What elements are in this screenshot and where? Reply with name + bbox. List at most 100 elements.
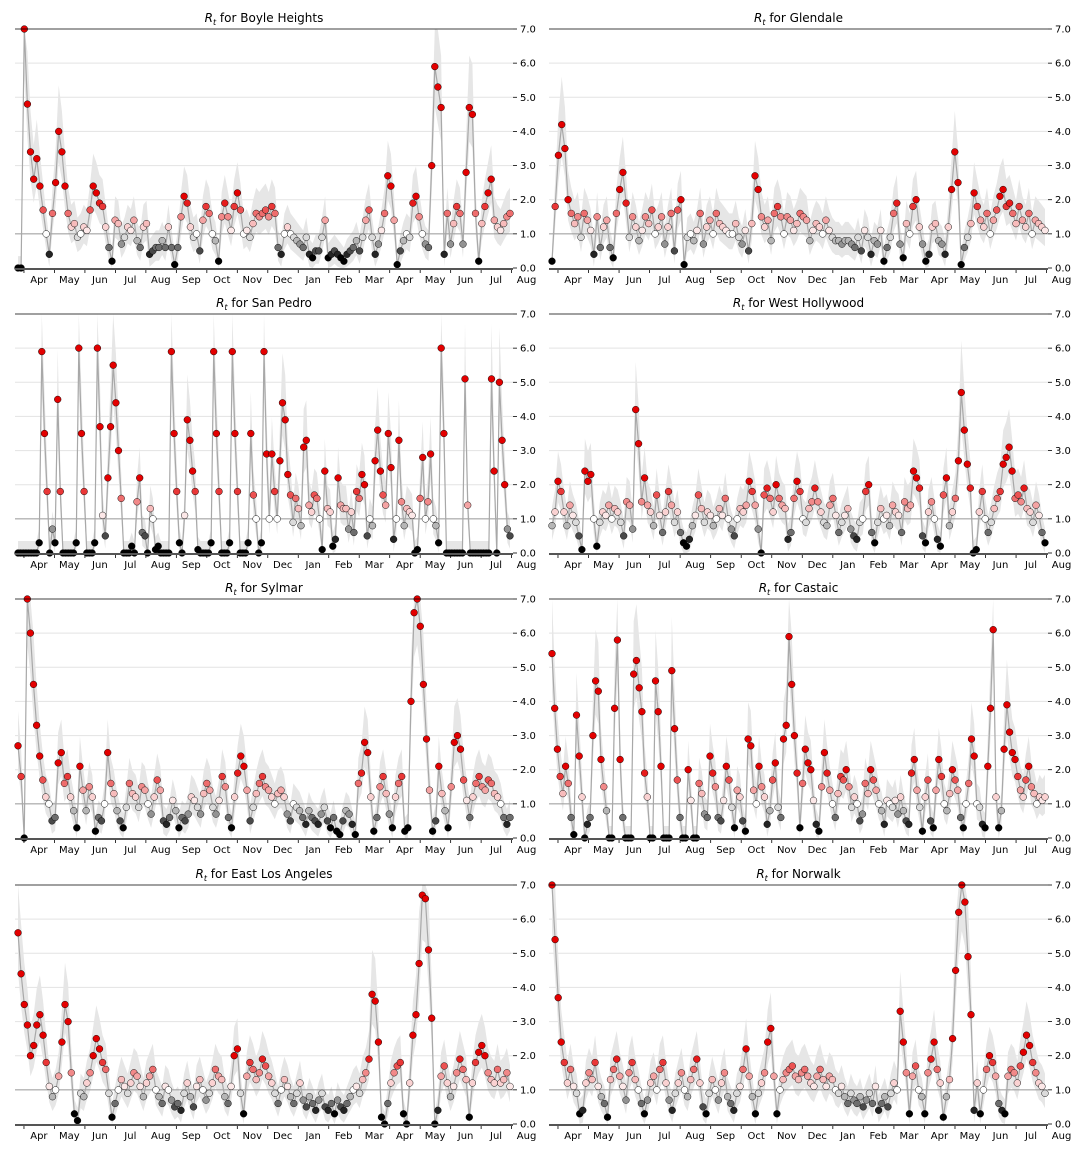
title-symbol: R xyxy=(756,867,764,881)
data-point xyxy=(864,789,872,798)
data-point xyxy=(782,721,790,729)
title-subscript: t xyxy=(762,18,766,27)
data-point xyxy=(641,213,650,221)
data-point xyxy=(205,1089,213,1097)
x-tick-label: May xyxy=(960,275,981,286)
data-point xyxy=(899,1038,907,1046)
data-point xyxy=(172,807,180,815)
data-point xyxy=(503,820,511,828)
x-tick-label: Apr xyxy=(564,845,582,856)
y-tick-label: 5.0 xyxy=(1055,378,1071,389)
data-point xyxy=(1015,202,1023,211)
data-point xyxy=(45,250,53,258)
data-point xyxy=(788,680,796,689)
data-point xyxy=(558,120,566,129)
data-point xyxy=(377,226,386,235)
data-point xyxy=(380,209,389,218)
data-point xyxy=(984,762,992,770)
data-point xyxy=(396,247,404,255)
data-point xyxy=(989,216,998,224)
data-point xyxy=(927,1055,935,1063)
data-point xyxy=(775,494,783,503)
data-point xyxy=(939,1113,947,1121)
data-point xyxy=(227,824,236,832)
data-point xyxy=(625,233,633,241)
data-point xyxy=(210,347,218,356)
data-point xyxy=(754,1089,763,1097)
data-point xyxy=(790,731,799,740)
data-point xyxy=(76,762,84,770)
data-point xyxy=(823,522,831,530)
data-point xyxy=(574,213,582,221)
data-point xyxy=(690,237,698,245)
data-point xyxy=(1018,216,1027,224)
data-point xyxy=(730,532,738,540)
data-point xyxy=(946,789,954,798)
data-point xyxy=(867,766,875,774)
data-point xyxy=(428,1014,436,1022)
data-point xyxy=(453,731,462,740)
data-point xyxy=(676,528,685,537)
data-point xyxy=(766,807,774,815)
data-point xyxy=(26,1052,35,1060)
data-point xyxy=(120,1082,129,1091)
data-point xyxy=(468,110,477,119)
data-point xyxy=(124,1089,132,1097)
data-point xyxy=(947,185,956,194)
data-point xyxy=(280,230,289,238)
data-point xyxy=(906,501,915,509)
y-tick-label: 4.0 xyxy=(520,127,536,138)
data-point xyxy=(73,824,81,832)
data-point xyxy=(237,752,245,760)
data-point xyxy=(896,793,905,801)
x-tick-label: May xyxy=(59,845,80,856)
data-point xyxy=(211,1065,220,1074)
data-point xyxy=(390,1069,398,1077)
data-point xyxy=(290,1099,298,1108)
x-tick-label: Sep xyxy=(182,560,201,571)
data-point xyxy=(384,429,392,438)
data-point xyxy=(170,429,178,438)
data-point xyxy=(964,953,972,961)
data-point xyxy=(1002,453,1010,462)
data-point xyxy=(314,820,322,828)
data-point xyxy=(640,1110,649,1118)
data-point xyxy=(963,460,971,468)
title-text: for Sylmar xyxy=(237,581,303,595)
data-point xyxy=(781,504,789,513)
data-point xyxy=(376,783,384,791)
data-point xyxy=(101,532,109,540)
data-point xyxy=(181,817,189,825)
data-point xyxy=(553,745,562,753)
data-point xyxy=(717,817,725,825)
data-point xyxy=(95,1045,104,1053)
data-point xyxy=(96,423,104,431)
data-point xyxy=(274,1099,282,1108)
data-point xyxy=(352,237,361,245)
data-point xyxy=(834,1089,843,1097)
data-point xyxy=(736,793,744,801)
data-point xyxy=(481,1052,489,1060)
data-point xyxy=(184,810,192,818)
data-point xyxy=(174,1099,182,1108)
data-point xyxy=(589,731,597,740)
y-tick-label: 6.0 xyxy=(1055,344,1071,355)
data-point xyxy=(280,1075,289,1084)
data-point xyxy=(709,522,717,530)
data-point xyxy=(440,1062,448,1070)
x-tick-label: Apr xyxy=(396,845,414,856)
data-point xyxy=(706,216,714,224)
data-point xyxy=(575,752,583,760)
data-point xyxy=(556,772,564,781)
data-point xyxy=(842,766,850,774)
data-point xyxy=(278,399,287,407)
data-point xyxy=(111,1099,119,1108)
data-point xyxy=(146,504,154,513)
data-point xyxy=(437,103,445,112)
data-point xyxy=(478,1041,486,1050)
data-point xyxy=(300,443,308,451)
y-tick-label: 2.0 xyxy=(520,765,536,776)
data-point xyxy=(557,487,565,496)
data-point xyxy=(909,202,917,211)
data-point xyxy=(412,192,420,200)
